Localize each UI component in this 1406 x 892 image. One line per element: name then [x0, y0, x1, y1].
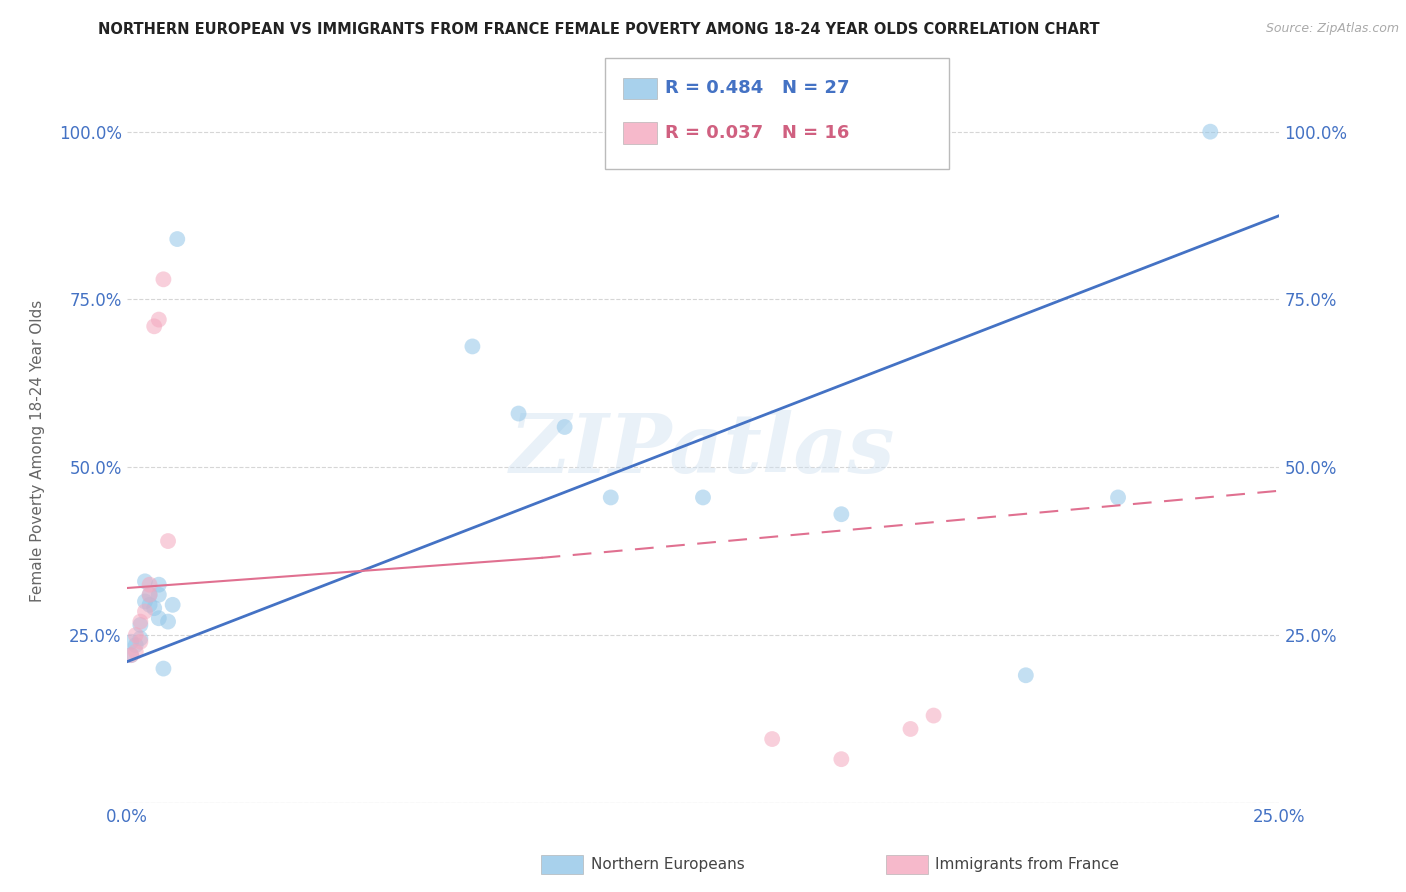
Point [134, 574, 156, 589]
Text: Source: ZipAtlas.com: Source: ZipAtlas.com [1265, 22, 1399, 36]
Text: ZIPatlas: ZIPatlas [510, 410, 896, 491]
Point [599, 491, 621, 505]
Point [830, 752, 852, 766]
Point [134, 605, 156, 619]
Point [148, 577, 170, 591]
Point [162, 598, 184, 612]
Point [148, 611, 170, 625]
Point [922, 708, 945, 723]
Point [138, 577, 160, 591]
Point [900, 722, 922, 736]
Point [1199, 125, 1222, 139]
Point [143, 319, 166, 334]
Point [125, 645, 148, 659]
Point [461, 339, 484, 353]
Point [152, 662, 174, 676]
Point [785, 131, 807, 145]
Text: Northern Europeans: Northern Europeans [591, 857, 744, 871]
Point [554, 420, 576, 434]
Point [830, 507, 852, 521]
Text: R = 0.037   N = 16: R = 0.037 N = 16 [665, 124, 849, 142]
Point [508, 407, 530, 421]
Point [1015, 668, 1038, 682]
Text: NORTHERN EUROPEAN VS IMMIGRANTS FROM FRANCE FEMALE POVERTY AMONG 18-24 YEAR OLDS: NORTHERN EUROPEAN VS IMMIGRANTS FROM FRA… [98, 22, 1099, 37]
Point [166, 232, 188, 246]
Point [125, 638, 148, 652]
Point [148, 312, 170, 326]
Point [134, 594, 156, 608]
Point [138, 588, 160, 602]
Point [138, 588, 160, 602]
Text: Immigrants from France: Immigrants from France [935, 857, 1119, 871]
Point [129, 634, 152, 648]
Point [138, 598, 160, 612]
Point [692, 491, 714, 505]
Point [148, 588, 170, 602]
Point [143, 601, 166, 615]
Point [157, 534, 180, 549]
Point [120, 648, 142, 662]
Point [120, 648, 142, 662]
Point [157, 615, 180, 629]
Point [129, 632, 152, 646]
Point [125, 628, 148, 642]
Point [120, 634, 142, 648]
Point [129, 618, 152, 632]
Point [152, 272, 174, 286]
Point [1107, 491, 1129, 505]
Point [761, 732, 783, 747]
Point [129, 615, 152, 629]
Y-axis label: Female Poverty Among 18-24 Year Olds: Female Poverty Among 18-24 Year Olds [30, 300, 45, 601]
Text: R = 0.484   N = 27: R = 0.484 N = 27 [665, 79, 849, 97]
